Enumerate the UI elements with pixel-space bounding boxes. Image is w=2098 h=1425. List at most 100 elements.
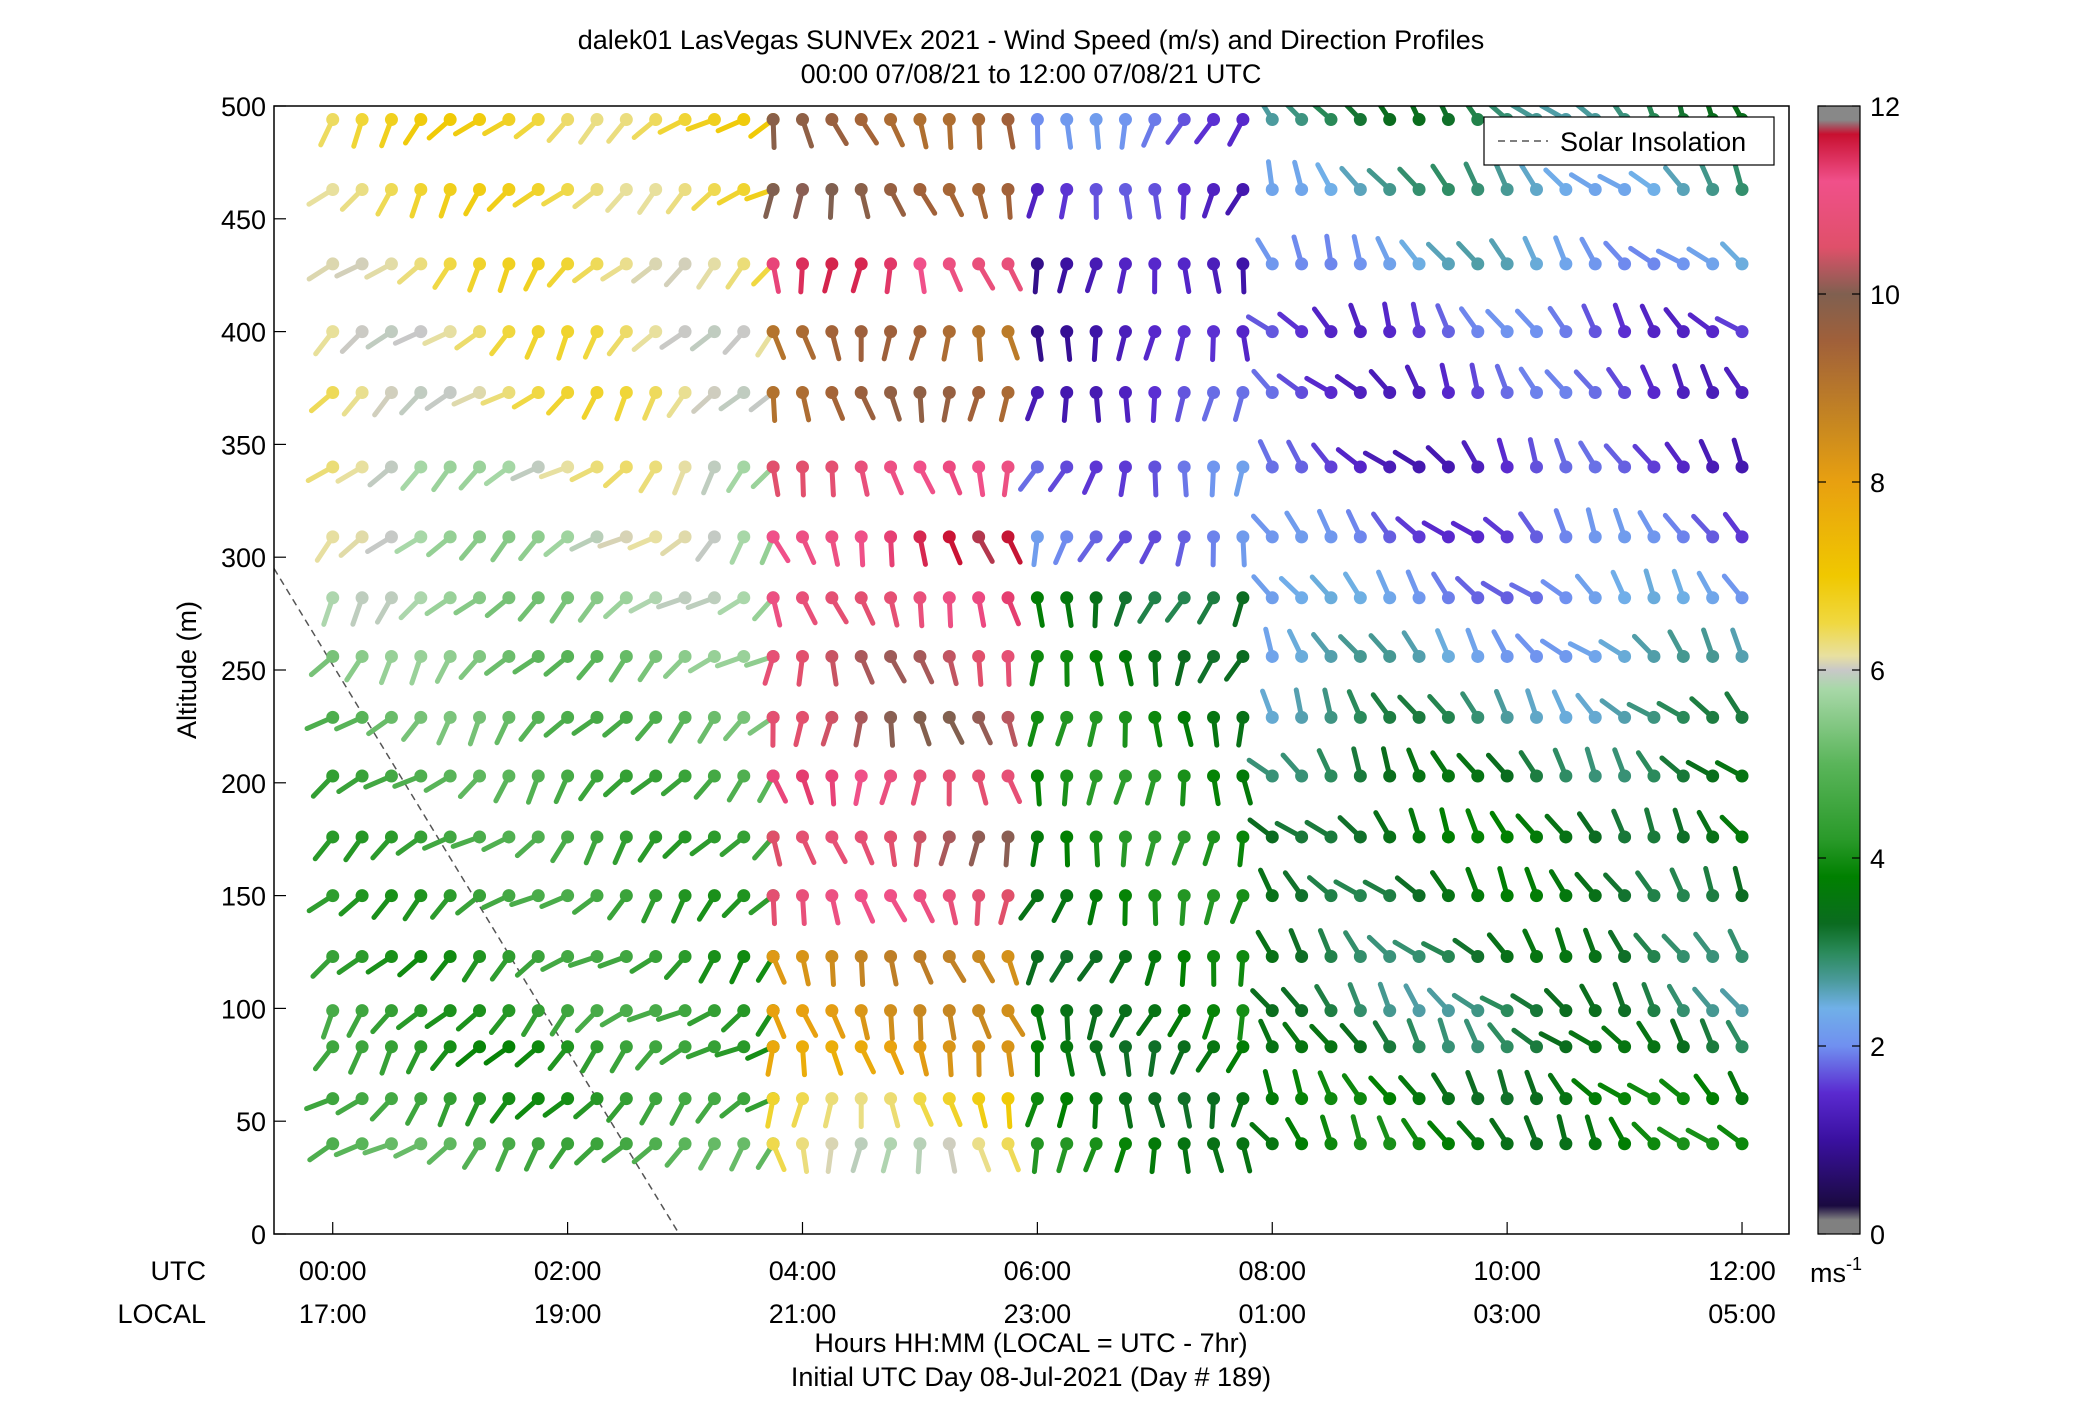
- wind-barb: [1164, 591, 1191, 623]
- wind-barb-point: [619, 710, 633, 724]
- wind-barb-point: [443, 710, 457, 724]
- wind-barb: [1236, 1004, 1250, 1041]
- wind-barb: [1727, 1070, 1749, 1106]
- wind-barb: [1523, 1115, 1543, 1151]
- wind-barb: [631, 113, 663, 140]
- wind-barb-point: [561, 1040, 575, 1054]
- wind-barb-point: [1030, 257, 1044, 271]
- wind-barb: [1347, 982, 1367, 1018]
- wind-barb-point: [1559, 1004, 1573, 1018]
- wind-barb-point: [1618, 889, 1632, 903]
- wind-barb-point: [1148, 591, 1162, 605]
- wind-barb: [1117, 257, 1132, 294]
- wind-barb: [656, 591, 692, 610]
- wind-barb: [1425, 445, 1455, 474]
- wind-barb: [1001, 113, 1016, 150]
- wind-barb-point: [590, 325, 604, 339]
- wind-barb: [549, 591, 575, 624]
- wind-barb: [518, 530, 545, 562]
- wind-barb-point: [825, 460, 839, 474]
- wind-barb: [1141, 113, 1162, 148]
- wind-barb-point: [1089, 257, 1103, 271]
- wind-barb-point: [1500, 830, 1514, 844]
- wind-barb-point: [414, 460, 428, 474]
- wind-barb-point: [502, 325, 516, 339]
- wind-barb: [1392, 449, 1426, 474]
- wind-barb: [884, 710, 898, 748]
- wind-barb: [854, 591, 876, 626]
- wind-barb-point: [1735, 1004, 1749, 1018]
- wind-barb: [1089, 1092, 1103, 1130]
- wind-barb-point: [972, 1040, 986, 1054]
- wind-barb: [1366, 167, 1397, 196]
- wind-barb-point: [825, 182, 839, 196]
- wind-barb: [1202, 1004, 1221, 1040]
- wind-barb: [458, 530, 487, 561]
- wind-barb-point: [355, 1137, 369, 1151]
- wind-barb-point: [707, 1137, 721, 1151]
- wind-barb: [1089, 325, 1103, 363]
- wind-barb-point: [502, 591, 516, 605]
- wind-barb: [426, 1137, 457, 1165]
- wind-barb: [1001, 591, 1021, 627]
- wind-barb: [1664, 441, 1690, 474]
- wind-barb-point: [561, 950, 575, 964]
- wind-barb-point: [825, 325, 839, 339]
- wind-barb: [825, 530, 840, 567]
- wind-barb-point: [1618, 386, 1632, 400]
- wind-barb-point: [942, 113, 956, 127]
- wind-barb: [437, 1092, 457, 1128]
- wind-barb: [307, 1137, 340, 1163]
- wind-barb: [1207, 710, 1221, 748]
- wind-barb: [913, 257, 927, 295]
- wind-barb-point: [326, 830, 340, 844]
- wind-barb: [638, 460, 663, 494]
- wind-barb-point: [326, 460, 340, 474]
- wind-barb-point: [1676, 1004, 1690, 1018]
- wind-barb-point: [473, 386, 487, 400]
- wind-barb: [1698, 438, 1720, 474]
- wind-barb-point: [1353, 1004, 1367, 1018]
- wind-barb-point: [649, 1092, 663, 1106]
- wind-barb-point: [1001, 649, 1015, 663]
- wind-barb-point: [766, 591, 780, 605]
- wind-barb: [334, 710, 369, 732]
- wind-barb: [542, 1092, 575, 1118]
- wind-barb: [521, 1004, 545, 1038]
- wind-barb: [375, 182, 398, 217]
- wind-barb-point: [913, 257, 927, 271]
- wind-barb: [696, 257, 721, 290]
- wind-barb: [606, 113, 633, 144]
- wind-barb-point: [1706, 257, 1720, 271]
- wind-barb: [1058, 182, 1074, 220]
- wind-barb-point: [590, 1004, 604, 1018]
- wind-barb: [1465, 866, 1485, 903]
- wind-barb-point: [795, 889, 809, 903]
- colorbar-tick-label: 6: [1870, 656, 1885, 686]
- wind-barb: [455, 1040, 487, 1068]
- wind-barb-point: [1030, 386, 1044, 400]
- wind-barb: [1380, 746, 1397, 783]
- wind-barb-point: [590, 460, 604, 474]
- x-axis: 00:0017:0002:0019:0004:0021:0006:0023:00…: [299, 1222, 1776, 1329]
- wind-barb-point: [1588, 325, 1602, 339]
- wind-barb: [1368, 633, 1397, 663]
- wind-barb-point: [1060, 889, 1074, 903]
- wind-barb-point: [414, 530, 428, 544]
- wind-barb-point: [1207, 950, 1221, 964]
- wind-barb: [1643, 568, 1661, 605]
- wind-barb-point: [1471, 113, 1485, 127]
- wind-barb-point: [1295, 325, 1309, 339]
- wind-barb-point: [854, 591, 868, 605]
- wind-barb: [1175, 386, 1191, 423]
- wind-barb-point: [1295, 769, 1309, 783]
- wind-barb-point: [1471, 1004, 1485, 1018]
- wind-barb: [1597, 1082, 1632, 1106]
- wind-barb: [1118, 830, 1132, 868]
- wind-barb: [1060, 1040, 1075, 1077]
- wind-barb-point: [414, 830, 428, 844]
- wind-barb-point: [473, 1092, 487, 1106]
- wind-barb: [1230, 1092, 1250, 1128]
- wind-barb-point: [913, 769, 927, 783]
- wind-barb-point: [854, 710, 868, 724]
